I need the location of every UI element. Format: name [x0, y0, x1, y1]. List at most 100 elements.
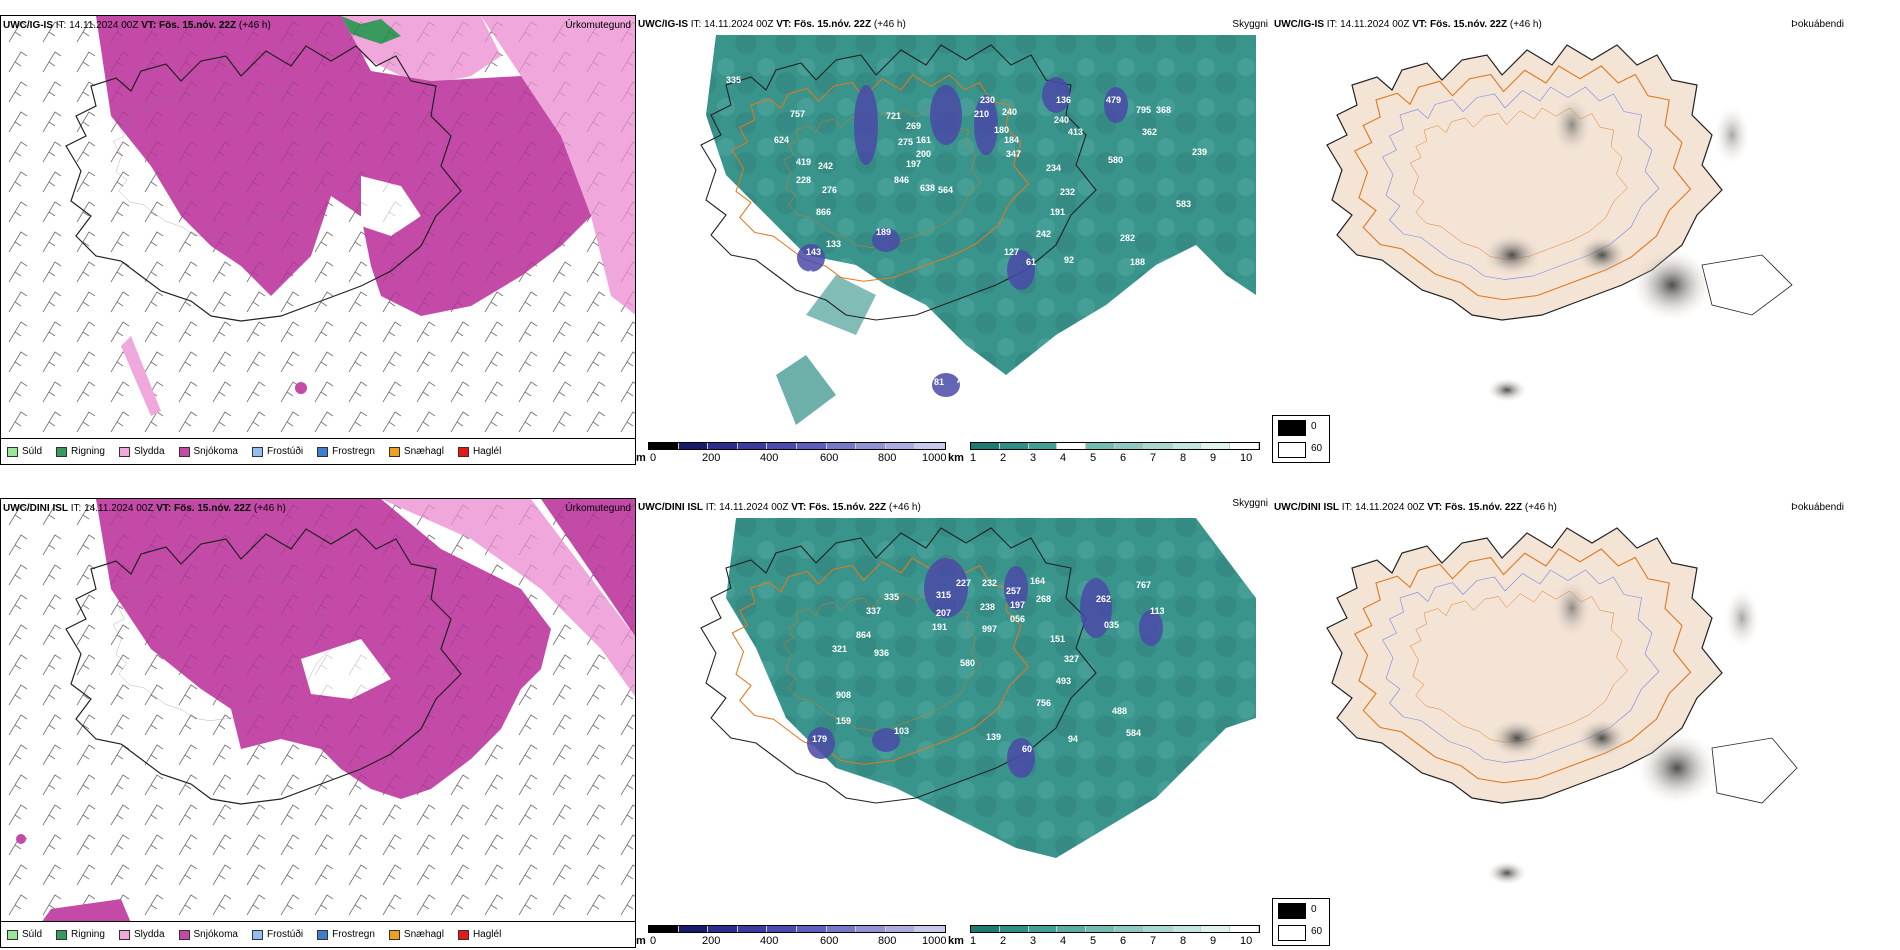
- ceiling-label: 242: [1036, 229, 1051, 239]
- ceiling-label: 269: [906, 121, 921, 131]
- precip-type-panel-1: UWC/IG-IS IT: 14.11.2024 00Z VT: Fös. 15…: [0, 15, 636, 465]
- legend-item: Slydda: [118, 446, 165, 457]
- ceiling-label: 164: [1030, 576, 1045, 586]
- visibility-panel-2: UWC/DINI ISL IT: 14.11.2024 00Z VT: Fös.…: [636, 498, 1272, 948]
- legend-item: Frostúði: [251, 446, 303, 457]
- ceiling-label: 242: [818, 161, 833, 171]
- fog-blobs: [1487, 578, 1798, 885]
- ceiling-label: 197: [906, 159, 921, 169]
- precip-type-panel-2: UWC/DINI ISL IT: 14.11.2024 00Z VT: Fös.…: [0, 498, 636, 948]
- fog-blobs: [1482, 95, 1793, 402]
- ceiling-label: 997: [982, 624, 997, 634]
- fog-index-panel-1: UWC/IG-IS IT: 14.11.2024 00Z VT: Fös. 15…: [1272, 15, 1900, 465]
- ceiling-label: 756: [1036, 698, 1051, 708]
- ceiling-label: 188: [1130, 257, 1145, 267]
- fog-index-map: [1272, 15, 1900, 415]
- panel-header: UWC/IG-IS IT: 14.11.2024 00Z VT: Fös. 15…: [1274, 19, 1542, 30]
- ceiling-label: 210: [974, 109, 989, 119]
- precip-type-swatch: [251, 446, 263, 457]
- precip-type-swatch: [251, 929, 263, 940]
- ceiling-label: 200: [916, 149, 931, 159]
- ceiling-label: 767: [1136, 580, 1151, 590]
- ceiling-label: 276: [822, 185, 837, 195]
- ceiling-label: 846: [894, 175, 909, 185]
- ceiling-label: 757: [790, 109, 805, 119]
- ceiling-label: 207: [936, 608, 951, 618]
- fog-index-legend: 0 60: [1272, 898, 1330, 946]
- ceiling-label: 81: [934, 377, 944, 387]
- ceiling-label: 056: [1010, 614, 1025, 624]
- ceiling-label: 72: [956, 375, 966, 385]
- ceiling-label: 419: [796, 157, 811, 167]
- ceiling-label: 161: [916, 135, 931, 145]
- ceiling-label: 580: [1108, 155, 1123, 165]
- ceiling-blobs: [797, 77, 1128, 397]
- legend-item: Frostregn: [317, 446, 375, 457]
- ceiling-label: 908: [836, 690, 851, 700]
- precip-type-swatch: [457, 929, 469, 940]
- ceiling-label: 564: [938, 185, 953, 195]
- fog-index-legend: 0 60: [1272, 415, 1330, 463]
- ceiling-label: 232: [1060, 187, 1075, 197]
- panel-title: Þokuábendi: [1791, 19, 1844, 30]
- ceiling-label: 113: [1150, 606, 1165, 616]
- ceiling-label: 197: [1010, 600, 1025, 610]
- precip-type-swatch: [457, 446, 469, 457]
- precip-type-swatch: [317, 446, 329, 457]
- visibility-map: 3357576244192282422768661431331031897212…: [636, 15, 1272, 440]
- ceiling-label: 151: [1050, 634, 1065, 644]
- legend-item: Rigning: [56, 446, 105, 457]
- ceiling-label: 133: [826, 239, 841, 249]
- ceiling-label: 257: [1006, 586, 1021, 596]
- ceiling-label: 721: [886, 111, 901, 121]
- ceiling-label: 191: [1050, 207, 1065, 217]
- ceiling-label: 262: [1096, 594, 1111, 604]
- ceiling-label: 335: [884, 592, 899, 602]
- precip-type-swatch: [388, 929, 400, 940]
- panel-header: UWC/DINI ISL IT: 14.11.2024 00Z VT: Fös.…: [3, 503, 286, 514]
- ceiling-label: 61: [1026, 257, 1036, 267]
- panel-title: Úrkomutegund: [565, 20, 631, 31]
- fog-index-map: [1272, 498, 1900, 898]
- precip-type-swatch: [118, 446, 130, 457]
- ceiling-label: 795: [1136, 105, 1151, 115]
- ceiling-label: 232: [982, 578, 997, 588]
- ceiling-label: 335: [726, 75, 741, 85]
- ceiling-label: 413: [1068, 127, 1083, 137]
- ceiling-label: 638: [920, 183, 935, 193]
- ceiling-label: 240: [1002, 107, 1017, 117]
- ceiling-label: 493: [1056, 676, 1071, 686]
- panel-header: UWC/IG-IS IT: 14.11.2024 00Z VT: Fös. 15…: [3, 20, 271, 31]
- legend-item: Súld: [7, 929, 42, 940]
- legend-item: Snæhagl: [388, 446, 444, 457]
- panel-header: UWC/DINI ISL IT: 14.11.2024 00Z VT: Fös.…: [638, 502, 921, 513]
- ceiling-label: 936: [874, 648, 889, 658]
- ceiling-label: 238: [980, 602, 995, 612]
- ceiling-label: 268: [1036, 594, 1051, 604]
- precip-type-swatch: [56, 929, 68, 940]
- ceiling-label: 136: [1056, 95, 1071, 105]
- legend-item: Súld: [7, 446, 42, 457]
- legend-item: Frostregn: [317, 929, 375, 940]
- ceiling-label: 184: [1004, 135, 1019, 145]
- ceiling-label: 864: [856, 630, 871, 640]
- snow-corner: [41, 899, 131, 923]
- precip-type-map: [1, 16, 635, 440]
- precip-type-swatch: [118, 929, 130, 940]
- ceiling-label: 362: [1142, 127, 1157, 137]
- ceiling-label: 584: [1126, 728, 1141, 738]
- precip-type-swatch: [388, 446, 400, 457]
- ceiling-label: 180: [994, 125, 1009, 135]
- ceiling-label: 866: [816, 207, 831, 217]
- legend-item: Snæhagl: [388, 929, 444, 940]
- precip-type-swatch: [56, 446, 68, 457]
- precip-type-swatch: [317, 929, 329, 940]
- precip-type-map: [1, 499, 635, 923]
- panel-title: Úrkomutegund: [565, 503, 631, 514]
- ceiling-label: 227: [956, 578, 971, 588]
- panel-title: Skyggni: [1232, 498, 1268, 509]
- fog-index-panel-2: UWC/DINI ISL IT: 14.11.2024 00Z VT: Fös.…: [1272, 498, 1900, 948]
- panel-header: UWC/DINI ISL IT: 14.11.2024 00Z VT: Fös.…: [1274, 502, 1557, 513]
